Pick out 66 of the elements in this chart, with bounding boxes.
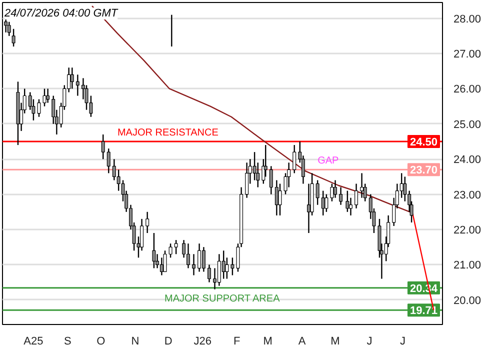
candlestick (202, 246, 206, 272)
candlestick (46, 88, 50, 104)
annotation: MAJOR RESISTANCE (117, 128, 219, 139)
candlestick (146, 211, 150, 234)
ref-line-label: 24.50 (410, 136, 438, 149)
candlestick (354, 183, 358, 209)
x-tick-label: N (131, 336, 140, 348)
candlestick (12, 28, 16, 48)
y-tick-label: 22.00 (454, 224, 482, 236)
x-tick-label: A (298, 336, 306, 348)
candlestick (278, 183, 282, 216)
candlestick (403, 176, 407, 202)
candlestick (334, 180, 337, 198)
candlestick (292, 144, 296, 174)
y-tick-label: 20.00 (454, 294, 482, 307)
x-tick-label: J26 (194, 336, 212, 348)
x-tick-label: A25 (24, 336, 44, 348)
candlestick (168, 242, 172, 258)
candlestick (152, 232, 156, 269)
candlestick (269, 166, 273, 195)
x-tick-label: M (330, 336, 340, 348)
candlestick (324, 194, 328, 212)
candlestick (349, 197, 352, 216)
ref-line-label: 23.70 (410, 164, 438, 177)
candlestick (106, 148, 110, 174)
candlestick (198, 242, 202, 272)
candlestick (186, 242, 190, 269)
annotation: GAP (318, 156, 340, 167)
candlestick (360, 172, 364, 198)
y-tick-label: 27.00 (454, 48, 482, 61)
y-tick-label: 21.00 (454, 260, 482, 272)
ref-line-label: 19.71 (410, 305, 438, 318)
x-tick-label: F (234, 336, 241, 348)
y-tick-label: 24.00 (454, 154, 482, 166)
candlestick (76, 74, 80, 96)
candlestick (222, 250, 226, 280)
y-tick-label: 23.00 (454, 189, 482, 202)
annotation: 24/07/2026 04:00 GMT (4, 8, 119, 20)
candlestick (160, 257, 164, 276)
candlestick (225, 257, 229, 280)
y-tick-label: 25.00 (454, 118, 482, 131)
x-tick-label: J (366, 336, 372, 348)
candlestick (7, 21, 11, 37)
candlestick (37, 98, 41, 118)
candlestick (174, 239, 178, 255)
candlestick (163, 250, 167, 272)
candlestick (230, 257, 234, 276)
candlestick (207, 264, 211, 283)
candlestick (339, 186, 343, 206)
candlestick (346, 190, 350, 212)
candlestick (330, 183, 334, 202)
y-tick-label: 28.00 (454, 13, 482, 26)
annotation: MAJOR SUPPORT AREA (164, 293, 280, 304)
candlestick (316, 180, 320, 206)
candlestick (42, 88, 46, 107)
x-tick-label: S (64, 336, 72, 348)
x-tick-label: O (96, 336, 106, 348)
candlestick (70, 67, 74, 90)
candlestick (101, 134, 105, 160)
candlestick (306, 183, 310, 234)
candlestick (245, 162, 249, 198)
x-tick-label: J (400, 336, 406, 348)
y-tick-label: 26.00 (454, 84, 482, 96)
candlestick (192, 254, 196, 276)
x-tick-label: D (164, 336, 172, 348)
x-tick-label: M (263, 336, 272, 348)
